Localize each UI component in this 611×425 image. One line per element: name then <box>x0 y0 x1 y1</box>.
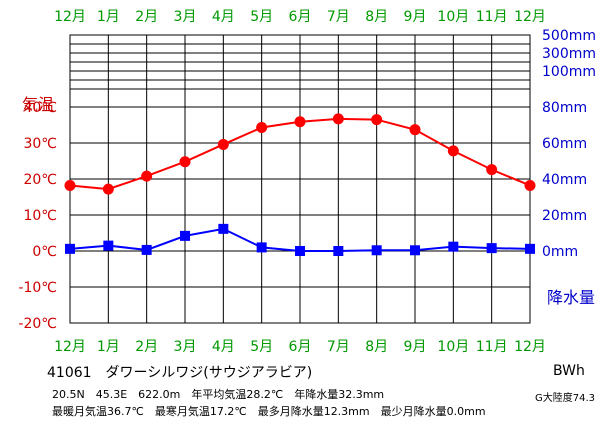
month-label: 8月 <box>365 339 388 355</box>
precipitation-point <box>103 240 114 251</box>
month-label: 7月 <box>327 339 350 355</box>
precipitation-point <box>333 246 344 256</box>
month-label: 12月 <box>54 9 86 25</box>
temperature-tick-label: -10℃ <box>18 280 57 296</box>
precipitation-tick-label: 100mm <box>542 64 596 80</box>
temperature-point <box>64 179 76 191</box>
month-label: 12月 <box>54 339 86 355</box>
temperature-point <box>141 170 153 182</box>
plot-border <box>69 34 531 324</box>
precipitation-tick-label: 40mm <box>542 172 587 188</box>
month-label: 12月 <box>514 9 546 25</box>
month-label: 11月 <box>476 339 508 355</box>
koppen-class: BWh <box>553 363 585 379</box>
month-label: 5月 <box>250 339 273 355</box>
month-label: 11月 <box>476 9 508 25</box>
precipitation-axis: 0mm 20mm 40mm 60mm 80mm 100mm 300mm 500mm 降水量 <box>542 28 596 307</box>
month-label: 6月 <box>289 9 312 25</box>
temperature-tick-label: 20℃ <box>23 172 57 188</box>
temperature-tick-label: 10℃ <box>23 208 57 224</box>
month-label: 1月 <box>97 339 120 355</box>
precipitation-point <box>295 246 305 256</box>
temperature-point <box>179 156 191 168</box>
month-label: 9月 <box>404 339 427 355</box>
precipitation-point <box>448 241 459 252</box>
month-label: 7月 <box>327 9 350 25</box>
precipitation-point <box>180 230 190 241</box>
month-label: 10月 <box>437 9 469 25</box>
precipitation-point <box>218 223 229 234</box>
continentality-index: G大陸度74.3 <box>535 393 596 404</box>
month-label: 9月 <box>404 9 427 25</box>
temperature-point <box>256 122 268 134</box>
precipitation-tick-label: 300mm <box>542 46 596 62</box>
temperature-tick-label: -20℃ <box>18 316 57 332</box>
temperature-tick-label: 0℃ <box>32 244 57 260</box>
temperature-point <box>524 179 536 191</box>
temperature-point <box>294 116 306 128</box>
temperature-point <box>332 113 344 125</box>
precipitation-tick-label: 0mm <box>542 244 578 260</box>
station-name: 41061 ダワーシルワジ(サウジアラビア) <box>47 365 313 381</box>
precipitation-tick-label: 20mm <box>542 208 587 224</box>
month-label: 4月 <box>212 339 235 355</box>
top-month-labels: 12月 1月 2月 3月 4月 5月 6月 7月 8月 9月 10月 11月 12月 <box>54 9 546 25</box>
precipitation-point <box>65 243 75 254</box>
month-label: 10月 <box>437 339 469 355</box>
month-label: 4月 <box>212 9 235 25</box>
bottom-month-labels: 12月 1月 2月 3月 4月 5月 6月 7月 8月 9月 10月 11月 12月 <box>54 339 546 355</box>
station-stats-line-1: 20.5N 45.3E 622.0m 年平均気温28.2℃ 年降水量32.3mm <box>52 388 385 401</box>
temperature-point <box>409 124 421 136</box>
precipitation-point <box>141 244 152 255</box>
temperature-tick-label: 40℃ <box>23 100 57 116</box>
month-label: 6月 <box>289 339 312 355</box>
month-label: 5月 <box>250 9 273 25</box>
precipitation-point <box>256 242 267 253</box>
temperature-point <box>447 145 459 157</box>
month-label: 2月 <box>135 339 158 355</box>
month-label: 12月 <box>514 339 546 355</box>
precipitation-axis-title: 降水量 <box>547 288 595 307</box>
temperature-point <box>102 183 114 195</box>
precipitation-point <box>410 245 420 256</box>
temperature-point <box>371 114 383 126</box>
precipitation-tick-label: 80mm <box>542 100 587 116</box>
temperature-axis-title: 気温 <box>22 95 54 114</box>
precipitation-point <box>371 245 382 256</box>
temperature-tick-label: 30℃ <box>23 136 57 152</box>
precipitation-tick-label: 500mm <box>542 28 596 44</box>
station-stats-line-2: 最暖月気温36.7℃ 最寒月気温17.2℃ 最多月降水量12.3mm 最少月降水… <box>52 405 486 418</box>
month-label: 1月 <box>97 9 120 25</box>
month-label: 3月 <box>174 9 197 25</box>
series-layer <box>64 113 536 256</box>
precipitation-point <box>486 243 497 254</box>
month-label: 8月 <box>365 9 388 25</box>
month-label: 2月 <box>135 9 158 25</box>
month-label: 3月 <box>174 339 197 355</box>
plot-frame <box>69 34 531 324</box>
temperature-point <box>486 164 498 176</box>
temperature-point <box>217 138 229 150</box>
temperature-axis: 気温 -20℃ -10℃ 0℃ 10℃ 20℃ 30℃ 40℃ <box>18 95 57 332</box>
precipitation-tick-label: 60mm <box>542 136 587 152</box>
precipitation-point <box>525 243 535 254</box>
